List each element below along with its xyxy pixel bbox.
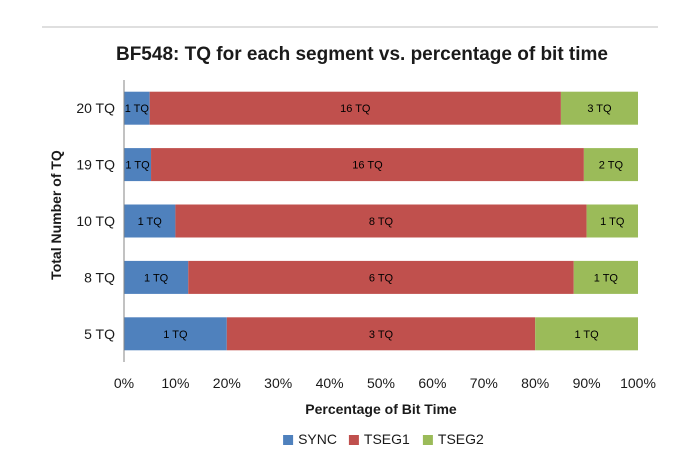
bar-tseg2-4 — [573, 260, 638, 294]
x-axis-title: Percentage of Bit Time — [305, 401, 457, 417]
chart-title: BF548: TQ for each segment vs. percentag… — [116, 44, 608, 65]
legend-swatch-sync — [283, 435, 294, 445]
bar-label-tseg2-2: 2 TQ — [599, 160, 624, 172]
bar-label-tseg1-2: 16 TQ — [352, 160, 383, 172]
bar-label-tseg2-5: 1 TQ — [574, 329, 599, 341]
bar-label-tseg1-4: 6 TQ — [369, 272, 394, 284]
x-tick-labels: 0% 10% 20% 30% 40% 50% 60% 70% 80% 90% 100% — [114, 375, 656, 391]
bar-label-tseg1-1: 16 TQ — [340, 103, 371, 115]
bar-label-tseg2-3: 1 TQ — [600, 216, 625, 228]
x-tick-label: 80% — [521, 375, 549, 391]
bars-group: 1 TQ 16 TQ 3 TQ 1 TQ 16 TQ 2 TQ 1 TQ 8 TQ 1 TQ 1 … — [124, 91, 638, 351]
y-tick-label: 10 TQ — [76, 213, 115, 229]
x-tick-label: 50% — [367, 375, 395, 391]
bar-label-tseg1-3: 8 TQ — [369, 216, 394, 228]
bar-tseg2-5 — [535, 317, 638, 351]
x-tick-label: 60% — [418, 375, 446, 391]
y-tick-label: 8 TQ — [84, 269, 115, 285]
bar-label-sync-2: 1 TQ — [125, 160, 150, 172]
legend: SYNC TSEG1 TSEG2 — [283, 431, 484, 447]
x-tick-label: 70% — [470, 375, 498, 391]
x-tick-label: 40% — [316, 375, 344, 391]
bar-label-tseg1-5: 3 TQ — [369, 329, 394, 341]
x-tick-label: 10% — [161, 375, 189, 391]
y-tick-label: 5 TQ — [84, 326, 115, 342]
bar-sync-2 — [124, 148, 152, 182]
legend-label-tseg1: TSEG1 — [364, 431, 410, 447]
bar-label-tseg2-1: 3 TQ — [587, 103, 612, 115]
bar-tseg1-3 — [175, 204, 587, 238]
bar-sync-1 — [124, 91, 150, 125]
bar-sync-4 — [124, 260, 189, 294]
bar-sync-5 — [124, 317, 227, 351]
y-tick-label: 20 TQ — [76, 100, 115, 116]
bar-tseg1-5 — [226, 317, 536, 351]
x-tick-label: 20% — [213, 375, 241, 391]
bar-tseg2-1 — [560, 91, 638, 125]
legend-label-tseg2: TSEG2 — [438, 431, 484, 447]
bar-tseg1-1 — [149, 91, 561, 125]
bar-label-sync-1: 1 TQ — [125, 103, 150, 115]
bar-tseg1-2 — [151, 148, 584, 182]
bar-label-sync-4: 1 TQ — [144, 272, 169, 284]
bar-tseg1-4 — [188, 260, 574, 294]
x-tick-label: 100% — [620, 375, 656, 391]
y-tick-labels: 20 TQ 19 TQ 10 TQ 8 TQ 5 TQ — [76, 100, 115, 342]
y-axis-title: Total Number of TQ — [48, 150, 64, 280]
bar-tseg2-3 — [586, 204, 638, 238]
legend-swatch-tseg1 — [348, 435, 359, 445]
x-tick-label: 90% — [573, 375, 601, 391]
x-tick-label: 0% — [114, 375, 134, 391]
bar-label-sync-5: 1 TQ — [163, 329, 188, 341]
legend-swatch-tseg2 — [422, 435, 433, 445]
bar-label-tseg2-4: 1 TQ — [594, 272, 619, 284]
legend-label-sync: SYNC — [298, 431, 337, 447]
x-tick-label: 30% — [264, 375, 292, 391]
bar-tseg2-2 — [583, 148, 638, 182]
bar-label-sync-3: 1 TQ — [138, 216, 163, 228]
bar-sync-3 — [124, 204, 176, 238]
y-tick-label: 19 TQ — [76, 157, 115, 173]
